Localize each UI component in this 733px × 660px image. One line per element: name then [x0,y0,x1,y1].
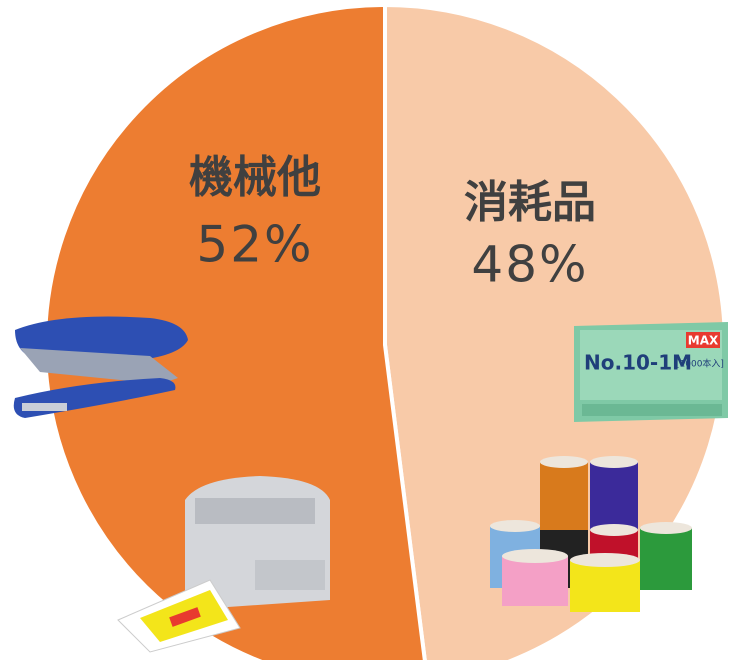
printer-illustration [117,476,330,653]
slice-label: 消耗品 [464,177,596,228]
box-count: [1000本入] [676,358,724,370]
slice-label: 機械他 [189,152,321,203]
slices [43,2,727,660]
labels: 消耗品 48% 機械他 52% [189,152,596,294]
box-model: No.10-1M [584,351,692,375]
slice-value-label: 52% [196,216,313,274]
stapler-illustration [13,316,188,418]
slice-value-label: 48% [471,236,588,294]
box-brand: MAX [688,334,719,348]
staple-box-illustration: MAX No.10-1M [1000本入] [574,322,728,422]
tape-rolls-illustration [490,456,692,612]
